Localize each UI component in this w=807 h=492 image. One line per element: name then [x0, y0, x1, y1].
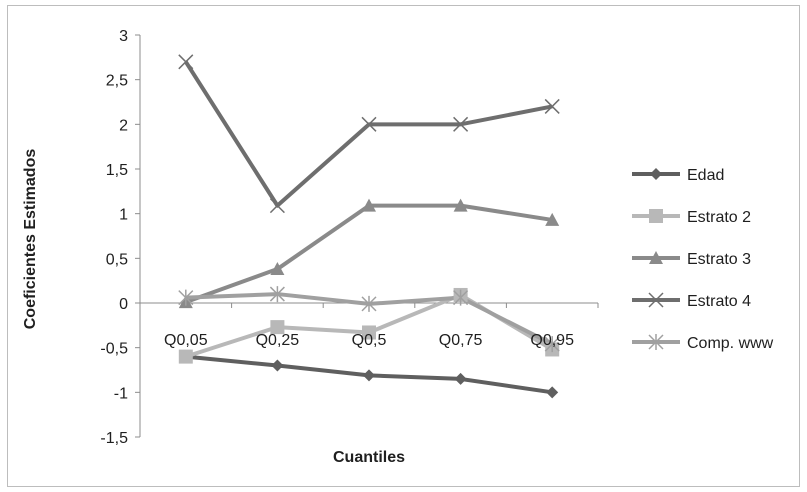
data-point-0-4 — [546, 386, 559, 399]
data-point-3-4 — [544, 98, 560, 114]
data-point-3-2 — [361, 116, 377, 132]
data-point-0-1 — [271, 359, 284, 372]
data-point-4-4 — [544, 336, 560, 353]
data-point-2-2 — [362, 198, 376, 212]
data-point-4-1 — [269, 286, 285, 303]
data-point-1-0 — [178, 349, 193, 364]
legend-label-3: Estrato 4 — [687, 293, 751, 310]
y-tick-label: 0,5 — [106, 251, 128, 268]
legend-marker-3 — [648, 292, 664, 308]
x-tick-labels: Q0,05 Q0,25 Q0,5 Q0,75 Q0,95 — [164, 332, 574, 349]
legend-marker-1 — [649, 209, 663, 223]
data-point-2-4 — [545, 212, 560, 226]
x-axis-title: Cuantiles — [333, 449, 405, 466]
legend-marker-4 — [648, 334, 664, 350]
legend-marker-0 — [650, 168, 662, 180]
data-point-0-3 — [454, 372, 467, 385]
data-point-1-2 — [362, 325, 376, 340]
x-tick-label: Q0,05 — [164, 332, 208, 349]
data-point-0-2 — [363, 369, 375, 382]
x-tick-label: Q0,75 — [439, 332, 483, 349]
legend-label-2: Estrato 3 — [687, 251, 751, 268]
y-tick-label: 1,5 — [106, 162, 128, 179]
y-tick-label: -0,5 — [100, 341, 128, 358]
series-markers — [178, 54, 560, 399]
chart-frame — [7, 5, 800, 487]
data-point-1-1 — [270, 320, 285, 335]
data-point-2-1 — [270, 262, 285, 276]
x-tick-label: Q0,5 — [352, 332, 387, 349]
y-axis: 3 2,5 2 1,5 1 0,5 0 -0,5 -1 -1,5 — [100, 28, 141, 447]
y-tick-label: -1,5 — [100, 430, 128, 447]
y-axis-title: Coeficientes Estimados — [22, 149, 39, 330]
y-tick-label: 2 — [119, 117, 128, 134]
y-tick-label: 3 — [119, 28, 128, 45]
x-tick-label: Q0,95 — [530, 332, 574, 349]
y-tick-label: 0 — [119, 296, 128, 313]
x-tick-label: Q0,25 — [256, 332, 300, 349]
legend-label-4: Comp. www — [687, 335, 774, 352]
y-tick-label: -1 — [114, 385, 128, 402]
y-tick-label: 1 — [119, 207, 128, 224]
data-point-4-0 — [178, 289, 194, 306]
series-line-3 — [184, 60, 553, 208]
legend-marker-2 — [649, 251, 663, 264]
data-point-3-1 — [269, 198, 285, 214]
data-point-3-3 — [453, 116, 469, 132]
data-point-4-3 — [453, 289, 469, 306]
legend-label-1: Estrato 2 — [687, 209, 751, 226]
y-tick-label: 2,5 — [106, 73, 128, 90]
legend: Edad Estrato 2 Estrato 3 Estrato 4 Comp. www — [632, 167, 774, 352]
series-line-2 — [185, 203, 553, 304]
legend-label-0: Edad — [687, 167, 724, 184]
data-point-4-2 — [361, 295, 377, 312]
data-point-3-0 — [178, 54, 194, 70]
data-point-2-3 — [453, 198, 468, 212]
